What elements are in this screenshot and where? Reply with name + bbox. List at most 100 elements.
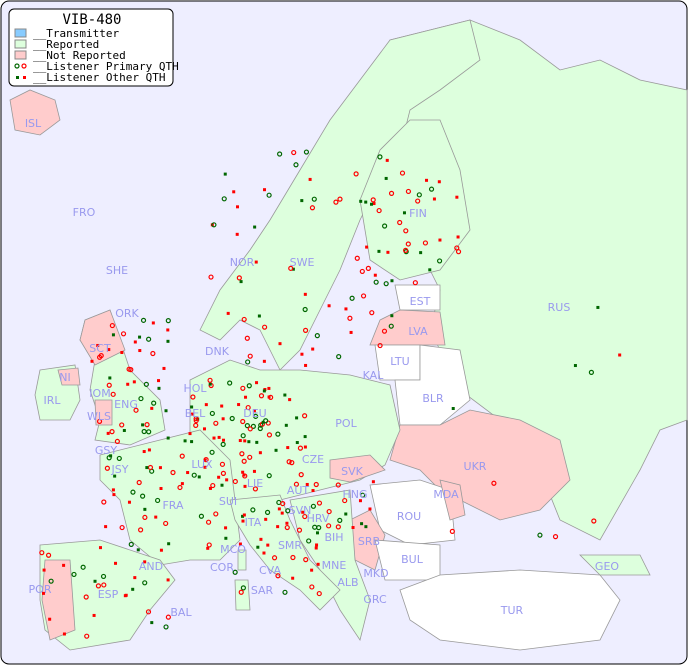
listener-other-qth-marker (327, 304, 331, 308)
listener-other-qth-marker (304, 363, 308, 367)
country-label-deu: DEU (243, 407, 266, 420)
listener-other-qth-marker (96, 343, 100, 347)
country-label-hol: HOL (183, 382, 207, 395)
country-label-jsy: JSY (111, 463, 129, 476)
listener-primary-qth-marker (155, 497, 161, 504)
listener-other-qth-marker (241, 514, 245, 518)
listener-primary-qth-marker (288, 265, 294, 271)
listener-primary-qth-marker (354, 255, 360, 261)
listener-primary-qth-marker (428, 186, 435, 192)
listener-other-qth-marker (158, 466, 162, 470)
listener-other-qth-marker (390, 279, 394, 283)
listener-other-qth-marker (132, 380, 136, 384)
listener-other-qth-marker (359, 199, 363, 203)
country-label-hrv: HRV (307, 512, 330, 525)
listener-other-qth-marker (150, 406, 154, 410)
listener-other-qth-marker (150, 621, 154, 625)
listener-primary-qth-marker (142, 514, 148, 521)
listener-primary-qth-marker (163, 520, 169, 527)
country-label-bih: BIH (324, 531, 343, 544)
listener-primary-qth-marker (275, 431, 281, 437)
listener-other-qth-marker (41, 591, 45, 595)
listener-other-qth-marker (258, 451, 262, 455)
country-label-est: EST (410, 295, 431, 308)
listener-primary-qth-marker (241, 316, 247, 323)
listener-other-qth-marker (104, 525, 108, 529)
country-label-fro: FRO (73, 206, 96, 219)
listener-primary-qth-marker (397, 219, 403, 226)
listener-primary-qth-marker (342, 497, 348, 504)
listener-primary-qth-marker (191, 472, 197, 478)
listener-other-qth-marker (390, 314, 394, 318)
listener-other-qth-marker (221, 417, 225, 421)
listener-primary-qth-marker (263, 418, 269, 424)
listener-primary-qth-marker (302, 413, 308, 419)
listener-primary-qth-marker (150, 350, 156, 357)
listener-primary-qth-marker (353, 171, 359, 177)
listener-primary-qth-marker (359, 268, 365, 275)
listener-other-qth-marker (131, 587, 135, 591)
listener-other-qth-marker (308, 177, 312, 181)
listener-other-qth-marker (111, 488, 115, 492)
listener-primary-qth-marker (250, 423, 256, 429)
listener-other-qth-marker (267, 395, 271, 399)
listener-primary-qth-marker (381, 328, 388, 334)
listener-primary-qth-marker (246, 383, 252, 389)
listener-primary-qth-marker (258, 393, 265, 399)
listener-primary-qth-marker (298, 472, 304, 478)
listener-other-qth-marker (90, 359, 94, 363)
listener-primary-qth-marker (266, 192, 272, 198)
listener-other-qth-marker (242, 513, 246, 517)
listener-other-qth-marker (364, 200, 368, 204)
listener-primary-qth-marker (236, 275, 242, 281)
listener-primary-qth-marker (177, 484, 183, 491)
listener-other-qth-marker (142, 450, 146, 454)
listener-other-qth-marker (364, 525, 368, 529)
listener-primary-qth-marker (286, 459, 292, 465)
primary-qth-green-icon (14, 63, 20, 69)
listener-other-qth-marker (183, 439, 187, 443)
country-label-grc: GRC (363, 593, 387, 606)
listener-other-qth-marker (291, 267, 295, 271)
listener-primary-qth-marker (264, 509, 271, 515)
listener-other-qth-marker (311, 489, 315, 493)
country-label-she: SHE (106, 264, 128, 277)
country-label-swe: SWE (290, 256, 315, 269)
region-moldova (439, 479, 466, 521)
listener-other-qth-marker (133, 576, 137, 580)
legend-label: __Listener Primary QTH (33, 60, 179, 73)
listener-primary-qth-marker (302, 513, 308, 520)
listener-other-qth-marker (208, 486, 212, 490)
country-label-ni: NI (59, 371, 70, 384)
listener-other-qth-marker (259, 537, 263, 541)
listener-primary-qth-marker (388, 323, 394, 329)
listener-other-qth-marker (303, 445, 307, 449)
country-label-sar: SAR (251, 584, 274, 597)
listener-primary-qth-marker (45, 552, 52, 558)
listener-primary-qth-marker (95, 583, 102, 589)
listener-other-qth-marker (212, 436, 216, 440)
listener-other-qth-marker (242, 473, 246, 477)
listener-primary-qth-marker (109, 429, 115, 435)
listener-primary-qth-marker (119, 422, 125, 428)
listener-other-qth-marker (280, 511, 284, 515)
country-label-alb: ALB (337, 576, 358, 589)
legend-label: __Listener Other QTH (33, 71, 165, 84)
transmitter-swatch (14, 28, 27, 38)
country-label-bel: BEL (185, 407, 206, 420)
listener-primary-qth-marker (205, 519, 212, 525)
listener-primary-qth-marker (98, 353, 104, 359)
listener-other-qth-marker (255, 381, 259, 385)
map-title: VIB-480 (62, 12, 121, 28)
listener-primary-qth-marker (116, 455, 122, 462)
listener-primary-qth-marker (238, 589, 244, 595)
country-label-eng: ENG (114, 398, 138, 411)
listener-other-qth-marker (190, 405, 194, 409)
listener-primary-qth-marker (373, 279, 379, 285)
listener-primary-qth-marker (147, 464, 154, 471)
legend-label: __Transmitter (33, 27, 119, 40)
listener-other-qth-marker (124, 593, 128, 597)
listener-primary-qth-marker (316, 590, 322, 597)
listener-primary-qth-marker (190, 394, 196, 400)
